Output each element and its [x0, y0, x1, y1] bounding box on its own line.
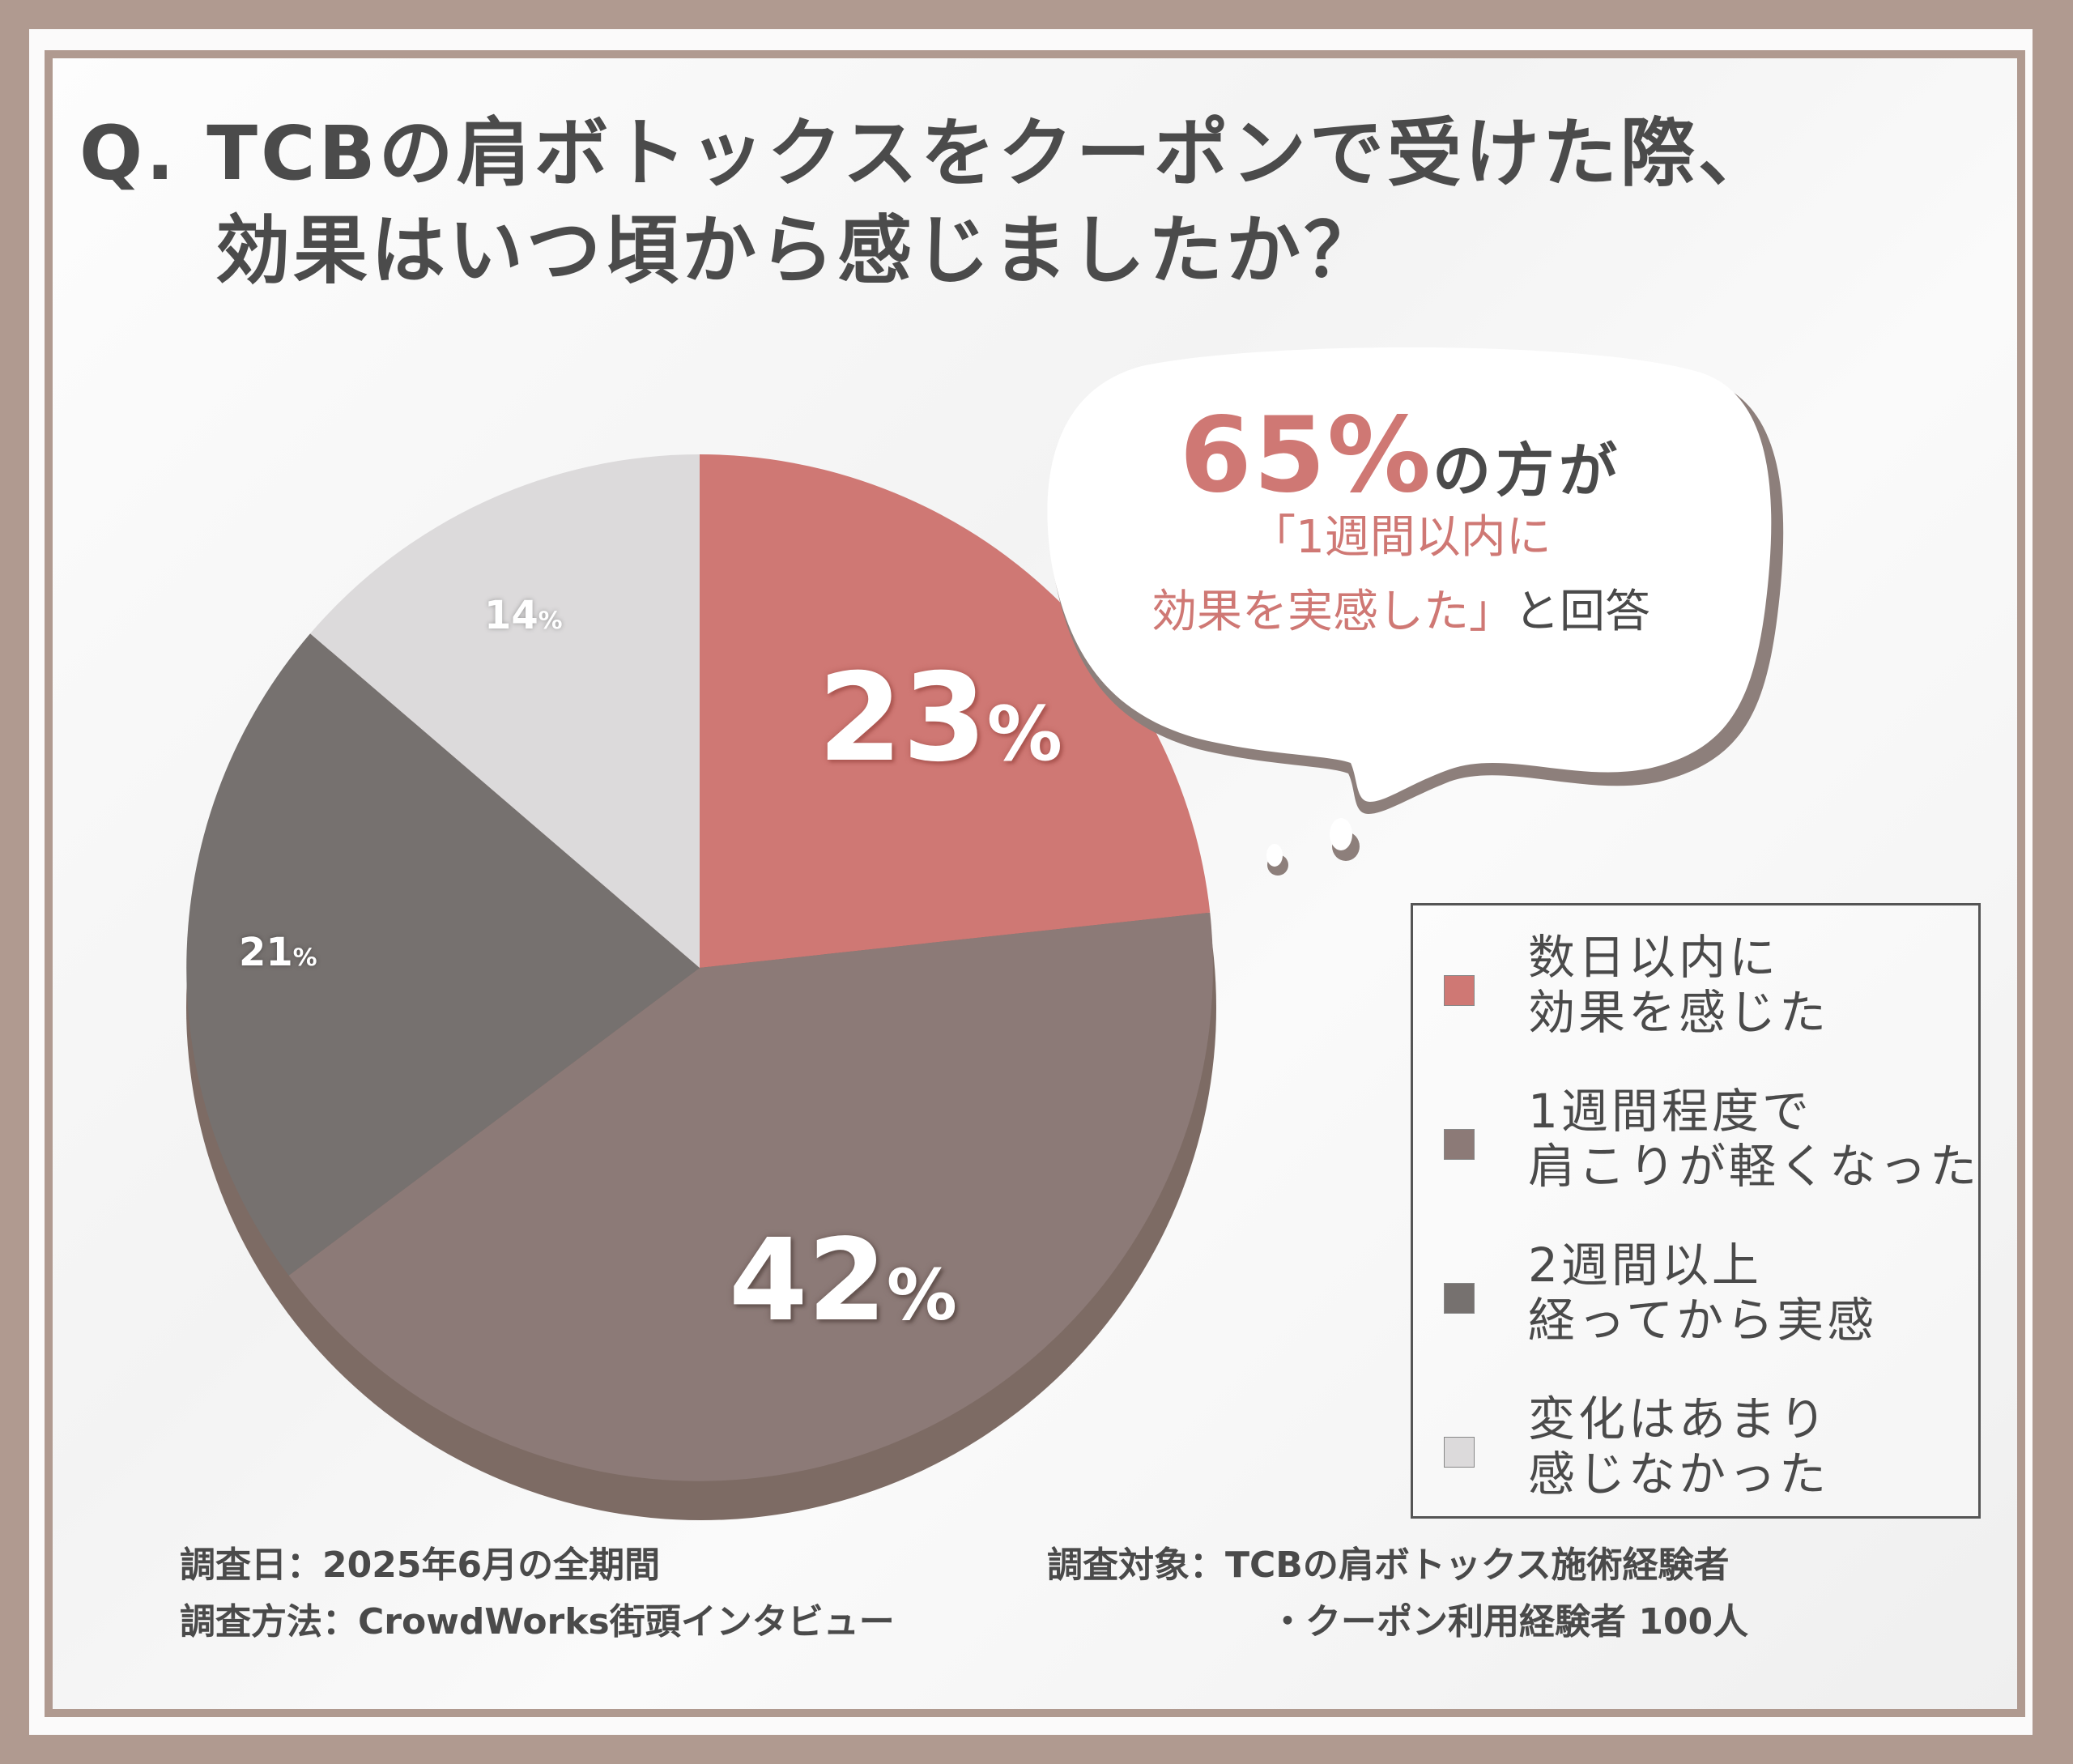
callout-highlight-value: 65% — [1179, 395, 1433, 516]
callout-line-3-suffix: と回答 — [1514, 586, 1650, 638]
slice-label-14: 14% — [484, 593, 563, 638]
callout-line-3-highlight: 効果を実感した」 — [1151, 586, 1514, 638]
legend-label: 変化はあまり 感じなかった — [1528, 1391, 1830, 1502]
legend-item-little-change: 変化はあまり 感じなかった — [1444, 1391, 1962, 1513]
legend-item-within-days: 数日以内に 効果を感じた — [1444, 930, 1962, 1051]
slice-little-change[interactable] — [310, 454, 700, 968]
slice-label-value: 14 — [484, 593, 538, 638]
slice-label-unit: % — [292, 944, 317, 972]
legend-item-two-weeks-plus: 2週間以上 経ってから実感 — [1444, 1238, 1962, 1359]
survey-target-continued: ・クーポン利用経験者 100人 — [1270, 1601, 1749, 1643]
legend-item-about-one-week: 1週間程度で 肩こりが軽くなった — [1444, 1084, 1977, 1205]
chart-legend: 数日以内に 効果を感じた 1週間程度で 肩こりが軽くなった 2週間以上 経ってから実感… — [1411, 903, 1981, 1519]
slice-label-value: 42 — [729, 1215, 887, 1347]
title-line-1: Q. TCBの肩ボトックスをクーポンで受けた際、 — [79, 110, 1776, 197]
legend-label: 1週間程度で 肩こりが軽くなった — [1528, 1084, 1981, 1194]
callout-line-3: 効果を実感した」と回答 — [1045, 575, 1757, 641]
bubble-drop-1 — [1330, 818, 1352, 850]
slice-label-value: 21 — [239, 930, 293, 975]
slice-label-unit: % — [986, 690, 1062, 778]
slice-label-42: 42% — [729, 1215, 957, 1347]
legend-swatch-icon — [1444, 1283, 1475, 1314]
survey-target: 調査対象：TCBの肩ボトックス施術経験者 — [1047, 1545, 1730, 1586]
slice-label-unit: % — [538, 607, 563, 635]
survey-date: 調査日：2025年6月の全期間 — [180, 1545, 661, 1586]
slice-label-value: 23 — [818, 648, 987, 789]
survey-method: 調査方法：CrowdWorks街頭インタビュー — [180, 1601, 895, 1643]
callout-headline: 65%の方が — [1045, 395, 1757, 516]
legend-label: 数日以内に 効果を感じた — [1528, 930, 1830, 1040]
callout-line-2: 「1週間以内に — [1250, 511, 1552, 564]
slice-about-one-week[interactable] — [288, 912, 1213, 1481]
legend-swatch-icon — [1444, 1437, 1475, 1468]
callout-bubble — [1047, 347, 1772, 802]
title-line-2: 効果はいつ頃から感じましたか？ — [215, 207, 1382, 294]
slice-label-23: 23% — [818, 648, 1062, 789]
slice-within-days[interactable] — [700, 454, 1211, 968]
callout-headline-suffix: の方が — [1432, 437, 1623, 505]
slice-two-weeks-plus[interactable] — [186, 633, 700, 1276]
question-title: Q. TCBの肩ボトックスをクーポンで受けた際、効果はいつ頃から感じましたか？ — [79, 105, 1776, 300]
legend-label: 2週間以上 経ってから実感 — [1528, 1238, 1878, 1348]
slice-label-21: 21% — [239, 930, 317, 975]
bubble-drop-2 — [1266, 844, 1283, 867]
legend-swatch-icon — [1444, 975, 1475, 1006]
legend-swatch-icon — [1444, 1129, 1475, 1160]
slice-label-unit: % — [886, 1255, 957, 1336]
